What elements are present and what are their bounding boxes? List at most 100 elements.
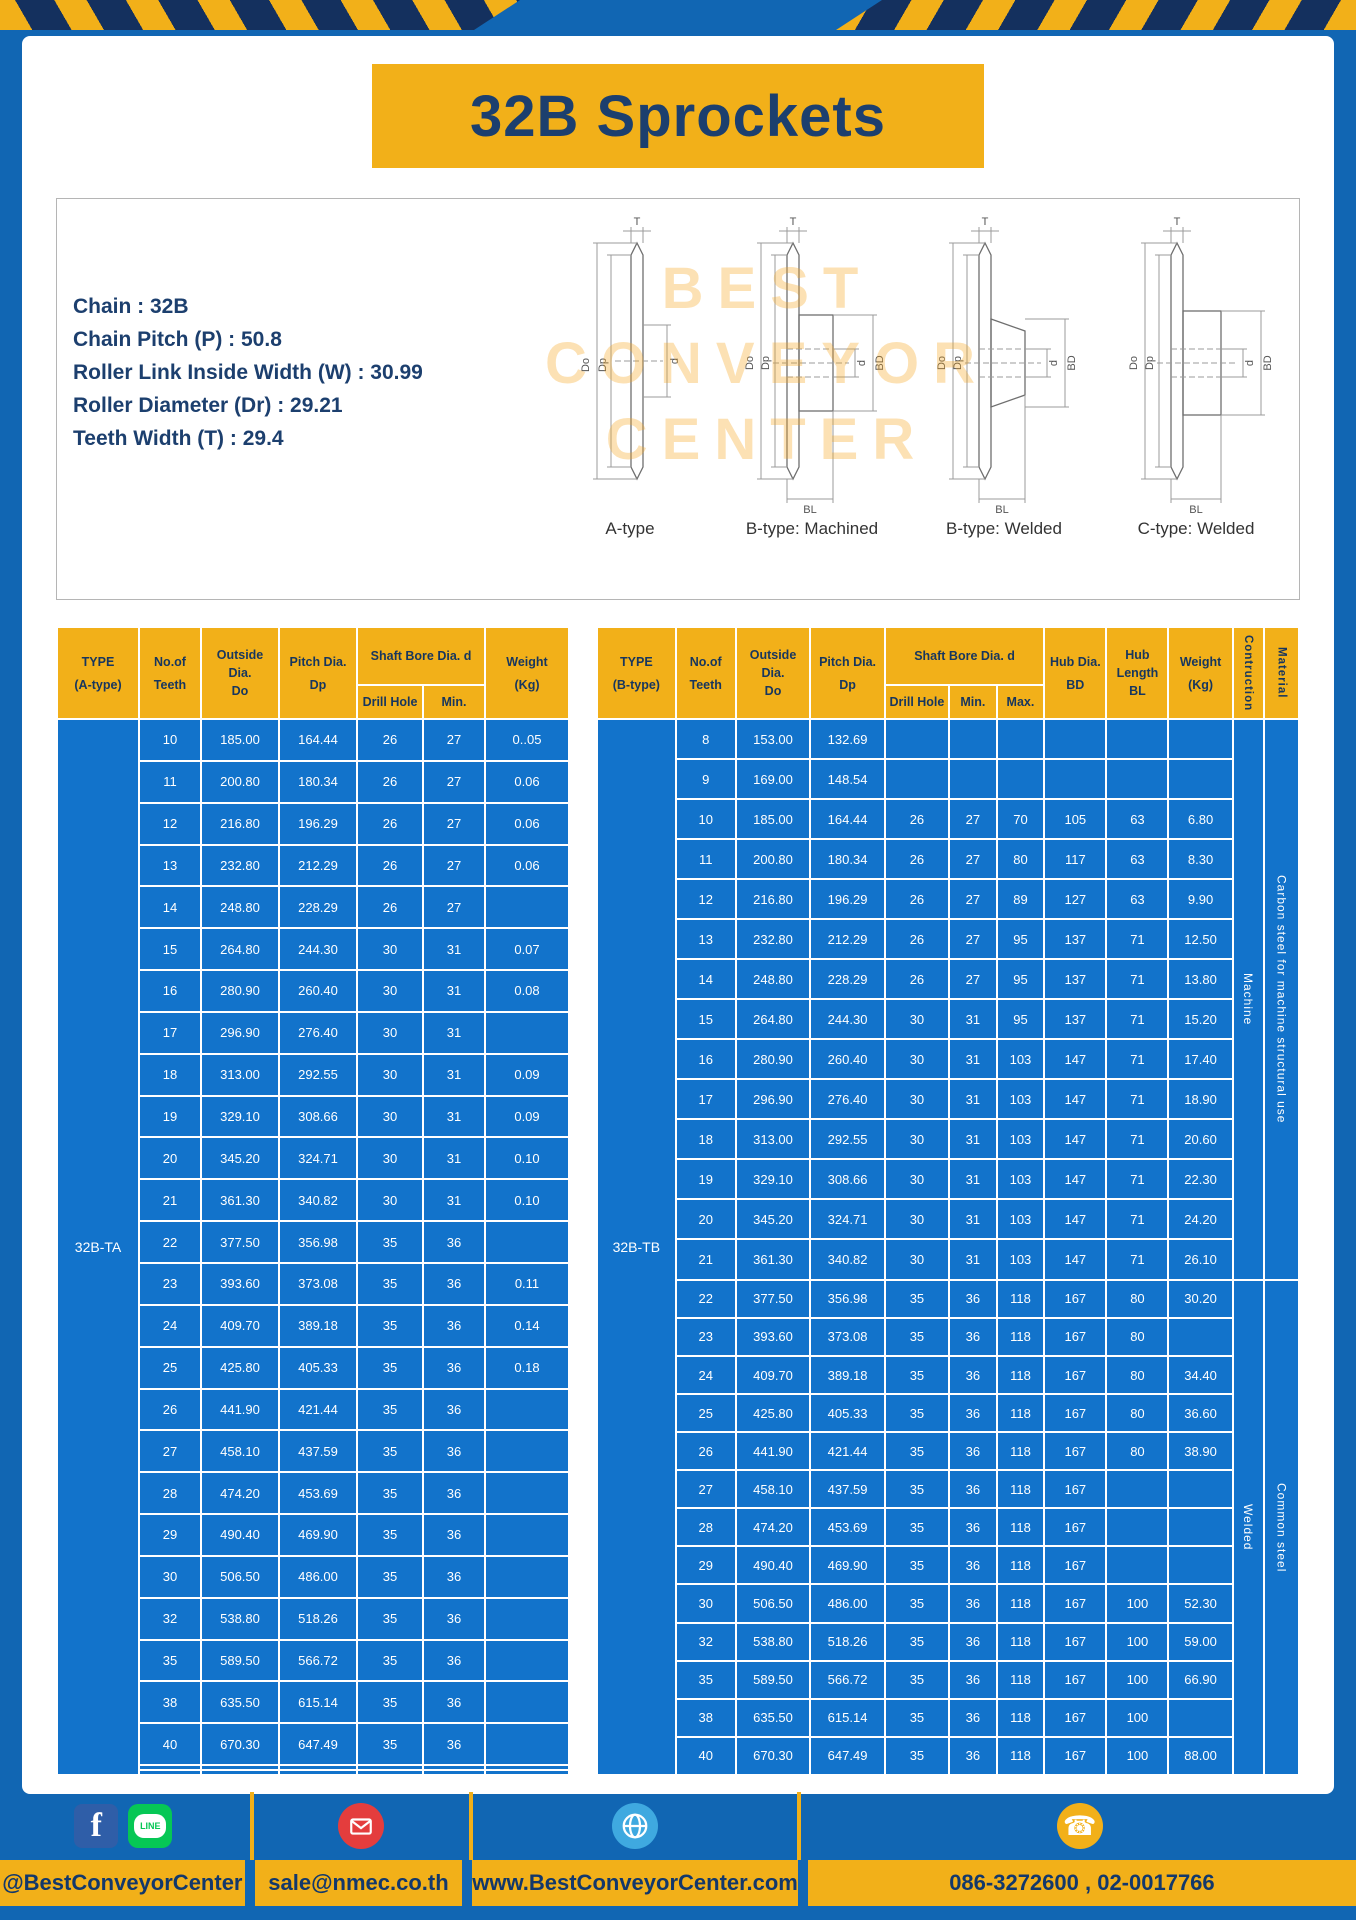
value-cell: 35	[356, 1303, 424, 1348]
value-cell: 164.44	[809, 798, 886, 841]
material-cell: Carbon steel for machine structural use	[1262, 718, 1301, 1281]
svg-text:d: d	[1048, 360, 1060, 366]
table-row: 11 200.80 180.34 26 27 80 117 63 8.30	[597, 838, 1299, 881]
value-cell: 169.00	[734, 758, 812, 801]
value-cell: 167	[1043, 1507, 1108, 1548]
value-cell: 32	[674, 1621, 737, 1662]
value-cell: 66.90	[1167, 1659, 1234, 1700]
value-cell: 35	[883, 1697, 951, 1738]
value-cell: 27	[422, 718, 486, 762]
col-header-max-b: Max.	[995, 684, 1046, 720]
svg-text:Dp: Dp	[597, 358, 609, 372]
table-row: 18 313.00 292.55 30 31 0.09	[57, 1052, 570, 1097]
value-cell: 180.34	[278, 759, 358, 804]
table-row: 38 635.50 615.14 35 36	[57, 1680, 570, 1725]
value-cell: 647.49	[809, 1735, 886, 1777]
value-cell: 167	[1043, 1431, 1108, 1472]
value-cell: 148.54	[809, 758, 886, 801]
value-cell: 8	[674, 717, 737, 761]
col-header-type-b: TYPE (B-type)	[596, 626, 677, 720]
col-header-teeth-b: No.of Teeth	[674, 626, 737, 720]
value-cell: 324.71	[278, 1136, 358, 1181]
table-row: 12 216.80 196.29 26 27 89 127 63 9.90	[597, 878, 1299, 921]
table-row: 29 490.40 469.90 35 36	[57, 1513, 570, 1557]
table-row: 20 345.20 324.71 30 31 103 147 71 24.20	[597, 1198, 1299, 1241]
value-cell: 35	[138, 1638, 202, 1683]
value-cell: 36	[422, 1722, 486, 1767]
value-cell: 35	[883, 1735, 951, 1777]
value-cell: 474.20	[200, 1471, 280, 1516]
value-cell: 185.00	[734, 798, 812, 841]
table-row: 26 441.90 421.44 35 36	[57, 1387, 570, 1432]
value-cell	[1105, 1469, 1170, 1510]
value-cell: 17.40	[1167, 1038, 1234, 1081]
value-cell: 31	[948, 1118, 998, 1161]
value-cell: 167	[1043, 1621, 1108, 1662]
table-row: 15 264.80 244.30 30 31 0.07	[57, 927, 570, 972]
value-cell: 35	[356, 1596, 424, 1641]
value-cell: 36	[948, 1393, 998, 1434]
value-cell: 118	[995, 1393, 1046, 1434]
value-cell: 248.80	[200, 885, 280, 930]
table-row: 19 329.10 308.66 30 31 0.09	[57, 1094, 570, 1139]
col-header-shaft-bore-b: Shaft Bore Dia. d	[883, 626, 1046, 686]
table-row: 17 296.90 276.40 30 31	[57, 1010, 570, 1055]
value-cell: 36	[422, 1220, 486, 1264]
svg-text:d: d	[669, 358, 681, 364]
value-cell	[484, 1513, 570, 1557]
value-cell: 31	[422, 1052, 486, 1097]
value-cell	[883, 758, 951, 801]
value-cell: 345.20	[734, 1198, 812, 1241]
diagram-caption-b-machined: B-type: Machined	[745, 519, 879, 538]
value-cell: 17	[138, 1010, 202, 1055]
value-cell: 167	[1043, 1697, 1108, 1738]
value-cell: 647.49	[278, 1722, 358, 1767]
value-cell	[1167, 1507, 1234, 1548]
table-row: 35 589.50 566.72 35 36 118 167 100 66.90	[597, 1659, 1299, 1700]
value-cell: 71	[1105, 958, 1170, 1001]
value-cell: 29	[674, 1545, 737, 1586]
construction-cell: Machine	[1231, 718, 1265, 1281]
value-cell: 200.80	[734, 838, 812, 881]
value-cell: 31	[948, 1158, 998, 1201]
value-cell	[484, 1769, 570, 1776]
value-cell: 70	[995, 798, 1046, 841]
table-row: 10 185.00 164.44 26 27 70 105 63 6.80	[597, 798, 1299, 841]
table-row: 16 280.90 260.40 30 31 103 147 71 17.40	[597, 1038, 1299, 1081]
table-row: 12 216.80 196.29 26 27 0.06	[57, 801, 570, 846]
value-cell: 89	[995, 878, 1046, 921]
value-cell: 118	[995, 1735, 1046, 1777]
value-cell: 24	[674, 1355, 737, 1396]
col-header-pitch-dia-a: Pitch Dia. Dp	[278, 626, 358, 720]
value-cell: 35	[356, 1220, 424, 1264]
value-cell: 35	[356, 1513, 424, 1557]
value-cell: 36	[422, 1429, 486, 1474]
value-cell: 486.00	[278, 1554, 358, 1599]
value-cell: 137	[1043, 918, 1108, 961]
svg-text:d: d	[856, 360, 868, 366]
value-cell: 292.55	[809, 1118, 886, 1161]
footer-icon-row: f LINE ☎	[0, 1792, 1356, 1860]
value-cell: 264.80	[200, 927, 280, 972]
spec-tables: TYPE (A-type) No.of Teeth Outside Dia. Do Pi…	[56, 626, 1301, 1777]
value-cell: 31	[948, 1038, 998, 1081]
table-row: 14 248.80 228.29 26 27 95 137 71 13.80	[597, 958, 1299, 1001]
svg-text:BD: BD	[874, 355, 886, 370]
value-cell: 35	[883, 1545, 951, 1586]
value-cell: 670.30	[200, 1722, 280, 1767]
value-cell: 30	[883, 1198, 951, 1241]
table-row: 22 377.50 356.98 35 36	[57, 1220, 570, 1264]
value-cell: 36	[948, 1545, 998, 1586]
value-cell: 200.80	[200, 759, 280, 804]
value-cell	[484, 1010, 570, 1055]
col-header-outside-dia-a: Outside Dia. Do	[200, 626, 280, 720]
svg-text:T: T	[982, 216, 989, 228]
value-cell: 35	[883, 1316, 951, 1358]
value-cell: 36	[948, 1431, 998, 1472]
value-cell: 409.70	[734, 1355, 812, 1396]
value-cell: 103	[995, 1198, 1046, 1241]
value-cell: 26	[883, 878, 951, 921]
value-cell: 405.33	[278, 1345, 358, 1390]
value-cell: 0.14	[484, 1303, 570, 1348]
value-cell: 6.80	[1167, 798, 1234, 841]
